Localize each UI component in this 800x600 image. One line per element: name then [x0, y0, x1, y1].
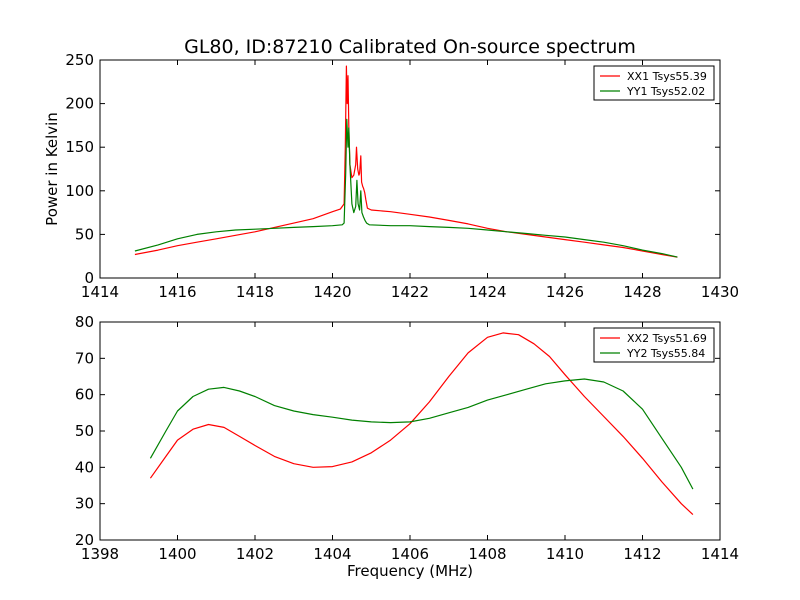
- legend: XX2 Tsys51.69 YY2 Tsys55.84: [593, 327, 715, 363]
- x-tick-label: 1424: [468, 283, 506, 301]
- legend: XX1 Tsys55.39 YY1 Tsys52.02: [593, 65, 715, 101]
- x-tick-label: 1406: [391, 545, 429, 563]
- y-tick-label: 30: [75, 495, 94, 513]
- legend-entry: YY2 Tsys55.84: [626, 347, 705, 360]
- x-axis-label: Frequency (MHz): [347, 562, 473, 580]
- series-line-2-2: [149, 378, 694, 490]
- legend-entry: XX2 Tsys51.69: [627, 332, 707, 345]
- y-tick-label: 60: [75, 386, 94, 404]
- plot-upper-spectrum: 1414 1416 1418 1420 1422 1424 1426 1428 1430 0 50 1…: [43, 51, 739, 301]
- legend-entry: XX1 Tsys55.39: [627, 70, 707, 83]
- series-line-1-2: [134, 118, 678, 258]
- figure-title: GL80, ID:87210 Calibrated On-source spec…: [184, 36, 636, 58]
- x-tick-label: 1400: [158, 545, 196, 563]
- y-tick-label: 70: [75, 349, 94, 367]
- x-tick-label: 1430: [701, 283, 739, 301]
- y-tick-label: 200: [65, 95, 94, 113]
- x-tick-label: 1414: [81, 283, 119, 301]
- x-tick-label: 1426: [546, 283, 584, 301]
- x-tick-label: 1398: [81, 545, 119, 563]
- y-tick-label: 100: [65, 182, 94, 200]
- x-tick-label: 1422: [391, 283, 429, 301]
- y-tick-label: 150: [65, 138, 94, 156]
- y-tick-label: 40: [75, 458, 94, 476]
- legend-box: [593, 327, 715, 363]
- y-axis-label: Power in Kelvin: [43, 112, 61, 226]
- x-tick-label: 1420: [313, 283, 351, 301]
- y-tick-label: 50: [75, 225, 94, 243]
- x-tick-label: 1428: [623, 283, 661, 301]
- x-tick-label: 1404: [313, 545, 351, 563]
- x-tick-label: 1408: [468, 545, 506, 563]
- x-tick-label: 1418: [236, 283, 274, 301]
- x-tick-label: 1416: [158, 283, 196, 301]
- x-tick-label: 1412: [623, 545, 661, 563]
- legend-box: [593, 65, 715, 101]
- y-tick-label: 50: [75, 422, 94, 440]
- x-tick-label: 1402: [236, 545, 274, 563]
- y-tick-label: 250: [65, 51, 94, 69]
- series-line-2-1: [149, 332, 694, 516]
- x-tick-label: 1414: [701, 545, 739, 563]
- series-line-1-1: [134, 65, 678, 258]
- plot-lower-spectrum: 1398 1400 1402 1404 1406 1408 1410 1412 1414 20 30…: [75, 313, 739, 580]
- x-tick-label: 1410: [546, 545, 584, 563]
- y-tick-label: 0: [84, 269, 94, 287]
- y-tick-label: 20: [75, 531, 94, 549]
- legend-entry: YY1 Tsys52.02: [626, 85, 705, 98]
- y-tick-label: 80: [75, 313, 94, 331]
